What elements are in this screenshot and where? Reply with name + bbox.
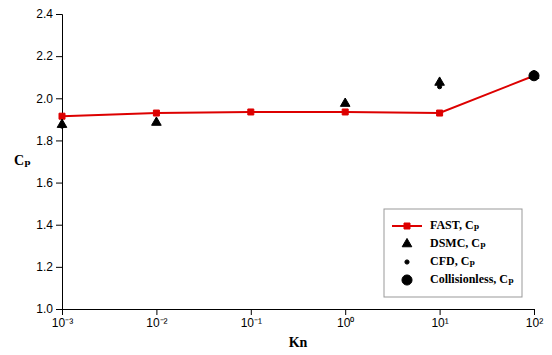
legend-marker	[404, 223, 410, 229]
y-tick: 1.4	[36, 218, 62, 232]
series	[59, 73, 537, 119]
y-axis-line	[56, 15, 63, 310]
x-axis: 10⁻³ 10⁻² 10⁻¹ 10⁰ 10¹ 10²	[52, 309, 543, 330]
x-tick-label: 10¹	[431, 316, 448, 330]
y-tick: 1.2	[36, 260, 62, 274]
legend: FAST, Cₚ DSMC, Cₚ CFD, Cₚ Collisionless, Cₚ	[384, 209, 522, 297]
y-tick: 2.0	[36, 92, 62, 106]
y-tick-label: 2.4	[36, 7, 53, 21]
x-tick: 10²	[526, 309, 543, 330]
y-axis: 1.0 1.2 1.4 1.6 1.8 2.0 2.2 2.4	[36, 7, 62, 316]
y-axis-title: Cₚ	[14, 153, 31, 168]
legend-marker	[405, 260, 409, 264]
x-tick: 10⁻¹	[241, 309, 262, 330]
series	[57, 70, 539, 127]
y-tick-mark	[56, 56, 62, 57]
x-tick-mark	[440, 309, 441, 315]
marker	[529, 71, 539, 81]
y-tick: 1.8	[36, 134, 62, 148]
marker	[435, 77, 445, 85]
legend-entry: Collisionless, Cₚ	[402, 272, 514, 286]
legend-entry: CFD, Cₚ	[405, 254, 475, 268]
legend-frame	[384, 209, 522, 297]
y-tick-label: 2.2	[36, 49, 53, 63]
y-tick-mark	[56, 267, 62, 268]
x-tick: 10⁻²	[146, 309, 167, 330]
y-tick-label: 1.8	[36, 134, 53, 148]
y-tick-label: 2.0	[36, 92, 53, 106]
legend-entry: FAST, Cₚ	[392, 218, 480, 232]
marks	[57, 70, 539, 128]
legend-label: FAST, Cₚ	[430, 218, 480, 232]
x-tick: 10⁰	[337, 309, 354, 330]
marker	[57, 119, 67, 127]
y-tick-mark	[56, 183, 62, 184]
y-tick-mark	[56, 140, 62, 141]
legend-label: DSMC, Cₚ	[430, 236, 486, 250]
x-tick-label: 10²	[526, 316, 543, 330]
series	[60, 85, 442, 129]
marker	[340, 98, 350, 106]
plot: 10⁻³ 10⁻² 10⁻¹ 10⁰ 10¹ 10² 1.0 1.2 1.4 1.6 1.8 2.0 2…	[36, 7, 543, 329]
x-tick: 10⁻³	[52, 309, 73, 330]
legend-label: CFD, Cₚ	[430, 254, 475, 268]
y-tick: 2.4	[36, 7, 62, 21]
marker	[60, 124, 64, 128]
chart: 10⁻³ 10⁻² 10⁻¹ 10⁰ 10¹ 10² 1.0 1.2 1.4 1.6 1.8 2.0 2…	[0, 0, 552, 355]
y-tick-mark	[56, 309, 62, 310]
legend-entry: DSMC, Cₚ	[402, 236, 486, 250]
x-tick-mark	[251, 309, 252, 315]
x-tick-mark	[534, 309, 535, 315]
x-axis-title: Kn	[289, 335, 308, 350]
x-tick-label: 10⁻²	[146, 316, 167, 330]
y-tick-mark	[56, 225, 62, 226]
x-tick-label: 10⁻³	[52, 316, 73, 330]
y-tick: 2.2	[36, 49, 62, 63]
marker	[342, 109, 348, 115]
series	[529, 71, 539, 81]
y-tick-mark	[56, 14, 62, 15]
marker	[437, 110, 443, 116]
line	[62, 76, 534, 116]
x-axis-line	[63, 310, 535, 316]
x-tick: 10¹	[431, 309, 448, 330]
y-tick: 1.0	[36, 302, 62, 316]
legend-marker	[402, 275, 412, 285]
y-tick-mark	[56, 98, 62, 99]
x-tick-label: 10⁻¹	[241, 316, 262, 330]
y-tick-label: 1.6	[36, 176, 53, 190]
legend-marker	[402, 238, 412, 246]
y-tick: 1.6	[36, 176, 62, 190]
x-tick-label: 10⁰	[337, 316, 354, 330]
x-tick-mark	[345, 309, 346, 315]
legend-label: Collisionless, Cₚ	[430, 272, 514, 286]
marker	[437, 85, 441, 89]
marker	[153, 110, 159, 116]
x-tick-mark	[156, 309, 157, 315]
y-tick-label: 1.4	[36, 218, 53, 232]
y-tick-label: 1.0	[36, 302, 53, 316]
marker	[152, 117, 162, 125]
marker	[248, 109, 254, 115]
y-tick-label: 1.2	[36, 260, 53, 274]
